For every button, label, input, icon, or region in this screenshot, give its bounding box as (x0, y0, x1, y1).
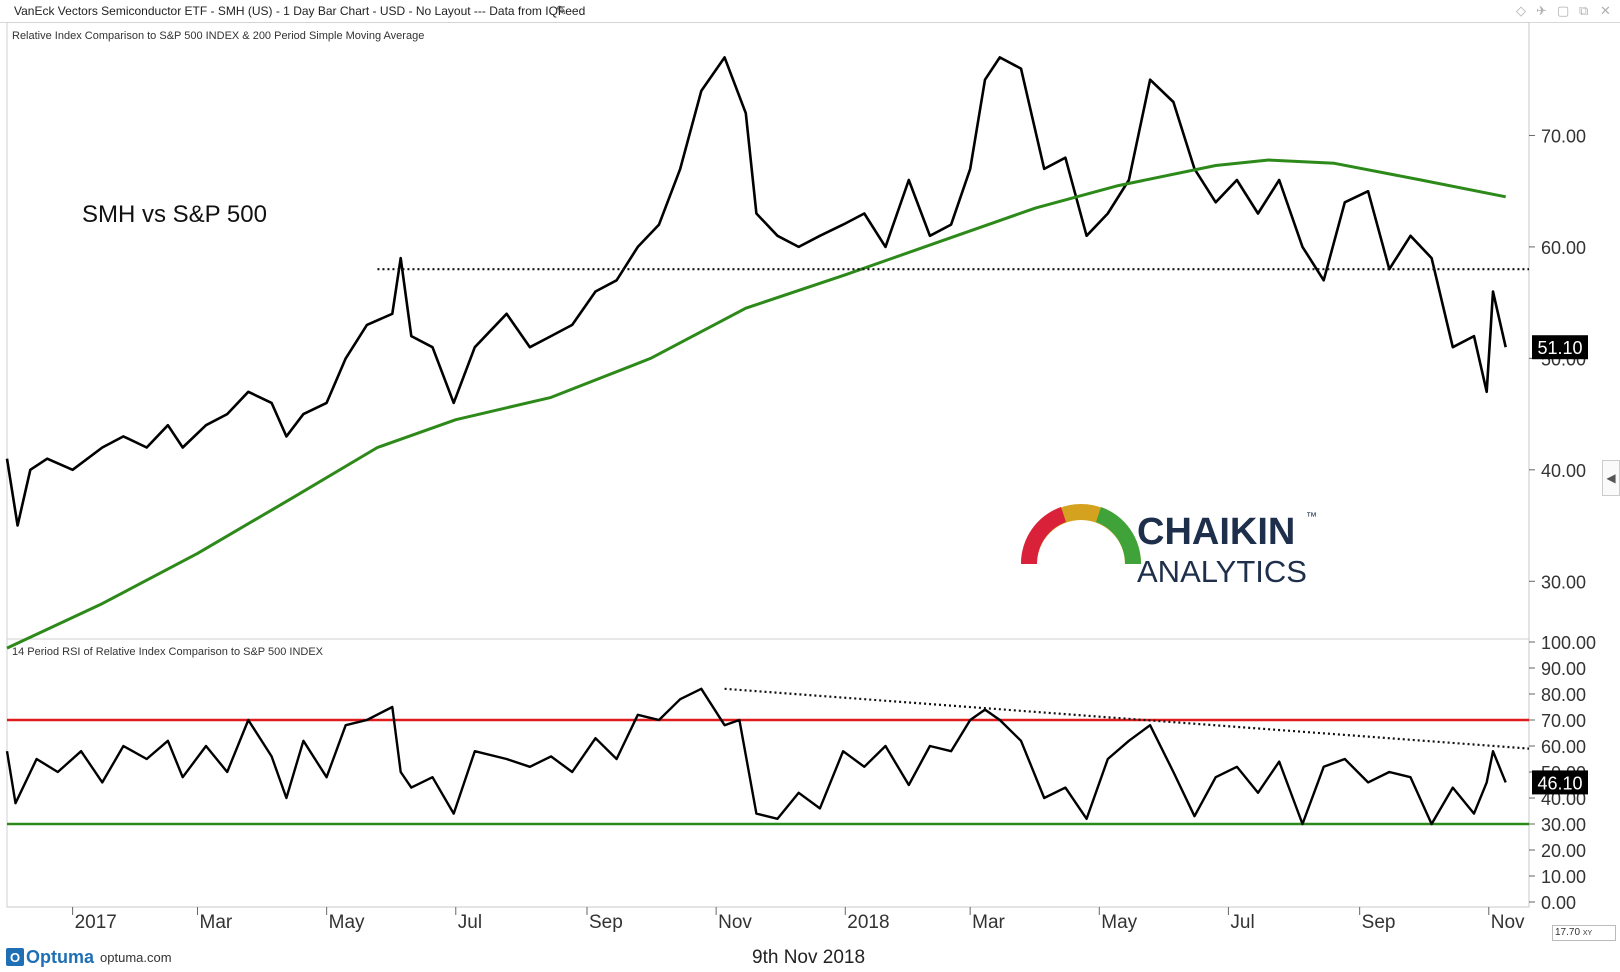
x-tick-label: Jul (458, 912, 482, 933)
x-tick-label: May (1101, 912, 1137, 933)
zoom-value: 17.70 (1555, 927, 1581, 938)
chaikin-logo: CHAIKIN ™ ANALYTICS (1020, 504, 1317, 589)
rsi-line (5, 687, 1507, 826)
rsi-tick-label: 80.00 (1541, 685, 1586, 705)
moving-average-line (6, 158, 1506, 650)
rsi-y-axis: 100.0090.0080.0070.0060.0050.0040.0030.0… (1529, 633, 1596, 913)
optuma-url[interactable]: optuma.com (100, 949, 172, 965)
zoom-suffix: XY (1582, 930, 1593, 937)
chaikin-gauge-red-icon (1020, 507, 1066, 564)
price-tick-label: 30.00 (1541, 572, 1586, 592)
x-tick-label: Mar (972, 912, 1005, 933)
chaikin-brand: CHAIKIN (1137, 511, 1295, 553)
price-last-value-bg (1532, 335, 1588, 360)
x-tick-label: 2018 (847, 912, 889, 933)
price-tick-label: 70.00 (1541, 126, 1586, 146)
edit-icon[interactable]: ✎ (556, 3, 567, 18)
x-tick-label: Jul (1230, 912, 1254, 933)
rsi-plot (5, 687, 1530, 826)
x-tick-label: Sep (589, 912, 623, 933)
chart-annotation: SMH vs S&P 500 (82, 201, 267, 228)
x-tick-label: Nov (1491, 912, 1525, 933)
chart-title: VanEck Vectors Semiconductor ETF - SMH (… (14, 4, 586, 18)
pin-icon[interactable]: ✈ (1536, 3, 1547, 18)
optuma-logo: O Optuma optuma.com (6, 946, 172, 968)
x-tick-label: May (329, 912, 365, 933)
rsi-tick-label: 30.00 (1541, 815, 1586, 835)
chaikin-gauge-green-icon (1096, 507, 1142, 564)
x-tick-label: Mar (200, 912, 233, 933)
price-tick-label: 40.00 (1541, 461, 1586, 481)
chart-date: 9th Nov 2018 (752, 947, 866, 968)
price-plot (5, 56, 1529, 650)
rsi-last-value: 46.10 (1537, 773, 1582, 793)
x-tick-label: 2017 (75, 912, 117, 933)
x-tick-label: Sep (1362, 912, 1396, 933)
rsi-tick-label: 60.00 (1541, 737, 1586, 757)
rsi-panel-frame (6, 638, 1530, 908)
rsi-tick-label: 10.00 (1541, 867, 1586, 887)
chaikin-tm: ™ (1306, 511, 1317, 523)
chaikin-brand-sub: ANALYTICS (1137, 554, 1307, 589)
price-tick-label: 60.00 (1541, 238, 1586, 258)
rsi-last-value-bg (1532, 770, 1588, 795)
zoom-indicator[interactable]: 17.70 XY (1552, 925, 1616, 941)
rsi-trend-line (724, 687, 1530, 750)
optuma-brand: Optuma (26, 946, 95, 967)
rsi-tick-label: 70.00 (1541, 711, 1586, 731)
rsi-tick-label: 20.00 (1541, 841, 1586, 861)
price-panel-frame (6, 22, 1530, 640)
x-axis: 2017 Mar May Jul Sep Nov 2018 Mar May Jul Sep Nov (72, 907, 1525, 933)
optuma-icon: O (6, 948, 24, 966)
price-last-value: 51.10 (1537, 338, 1582, 358)
rsi-tick-label: 90.00 (1541, 659, 1586, 679)
restore-icon[interactable]: ⧉ (1579, 3, 1589, 18)
close-icon[interactable]: ✕ (1600, 3, 1611, 18)
rsi-tick-label: 0.00 (1541, 893, 1576, 913)
minimize-icon[interactable]: ▢ (1557, 3, 1570, 18)
chart-header: VanEck Vectors Semiconductor ETF - SMH (… (0, 0, 1620, 23)
relative-index-line (5, 56, 1507, 527)
price-panel-title: Relative Index Comparison to S&P 500 IND… (12, 30, 424, 42)
rsi-panel-title: 14 Period RSI of Relative Index Comparis… (12, 646, 324, 658)
chart-canvas[interactable]: Relative Index Comparison to S&P 500 IND… (0, 22, 1620, 946)
diamond-icon[interactable]: ◇ (1516, 3, 1526, 18)
rsi-tick-label: 100.00 (1541, 633, 1596, 653)
side-panel-toggle[interactable]: ◀ (1602, 460, 1620, 496)
x-tick-label: Nov (718, 912, 752, 933)
